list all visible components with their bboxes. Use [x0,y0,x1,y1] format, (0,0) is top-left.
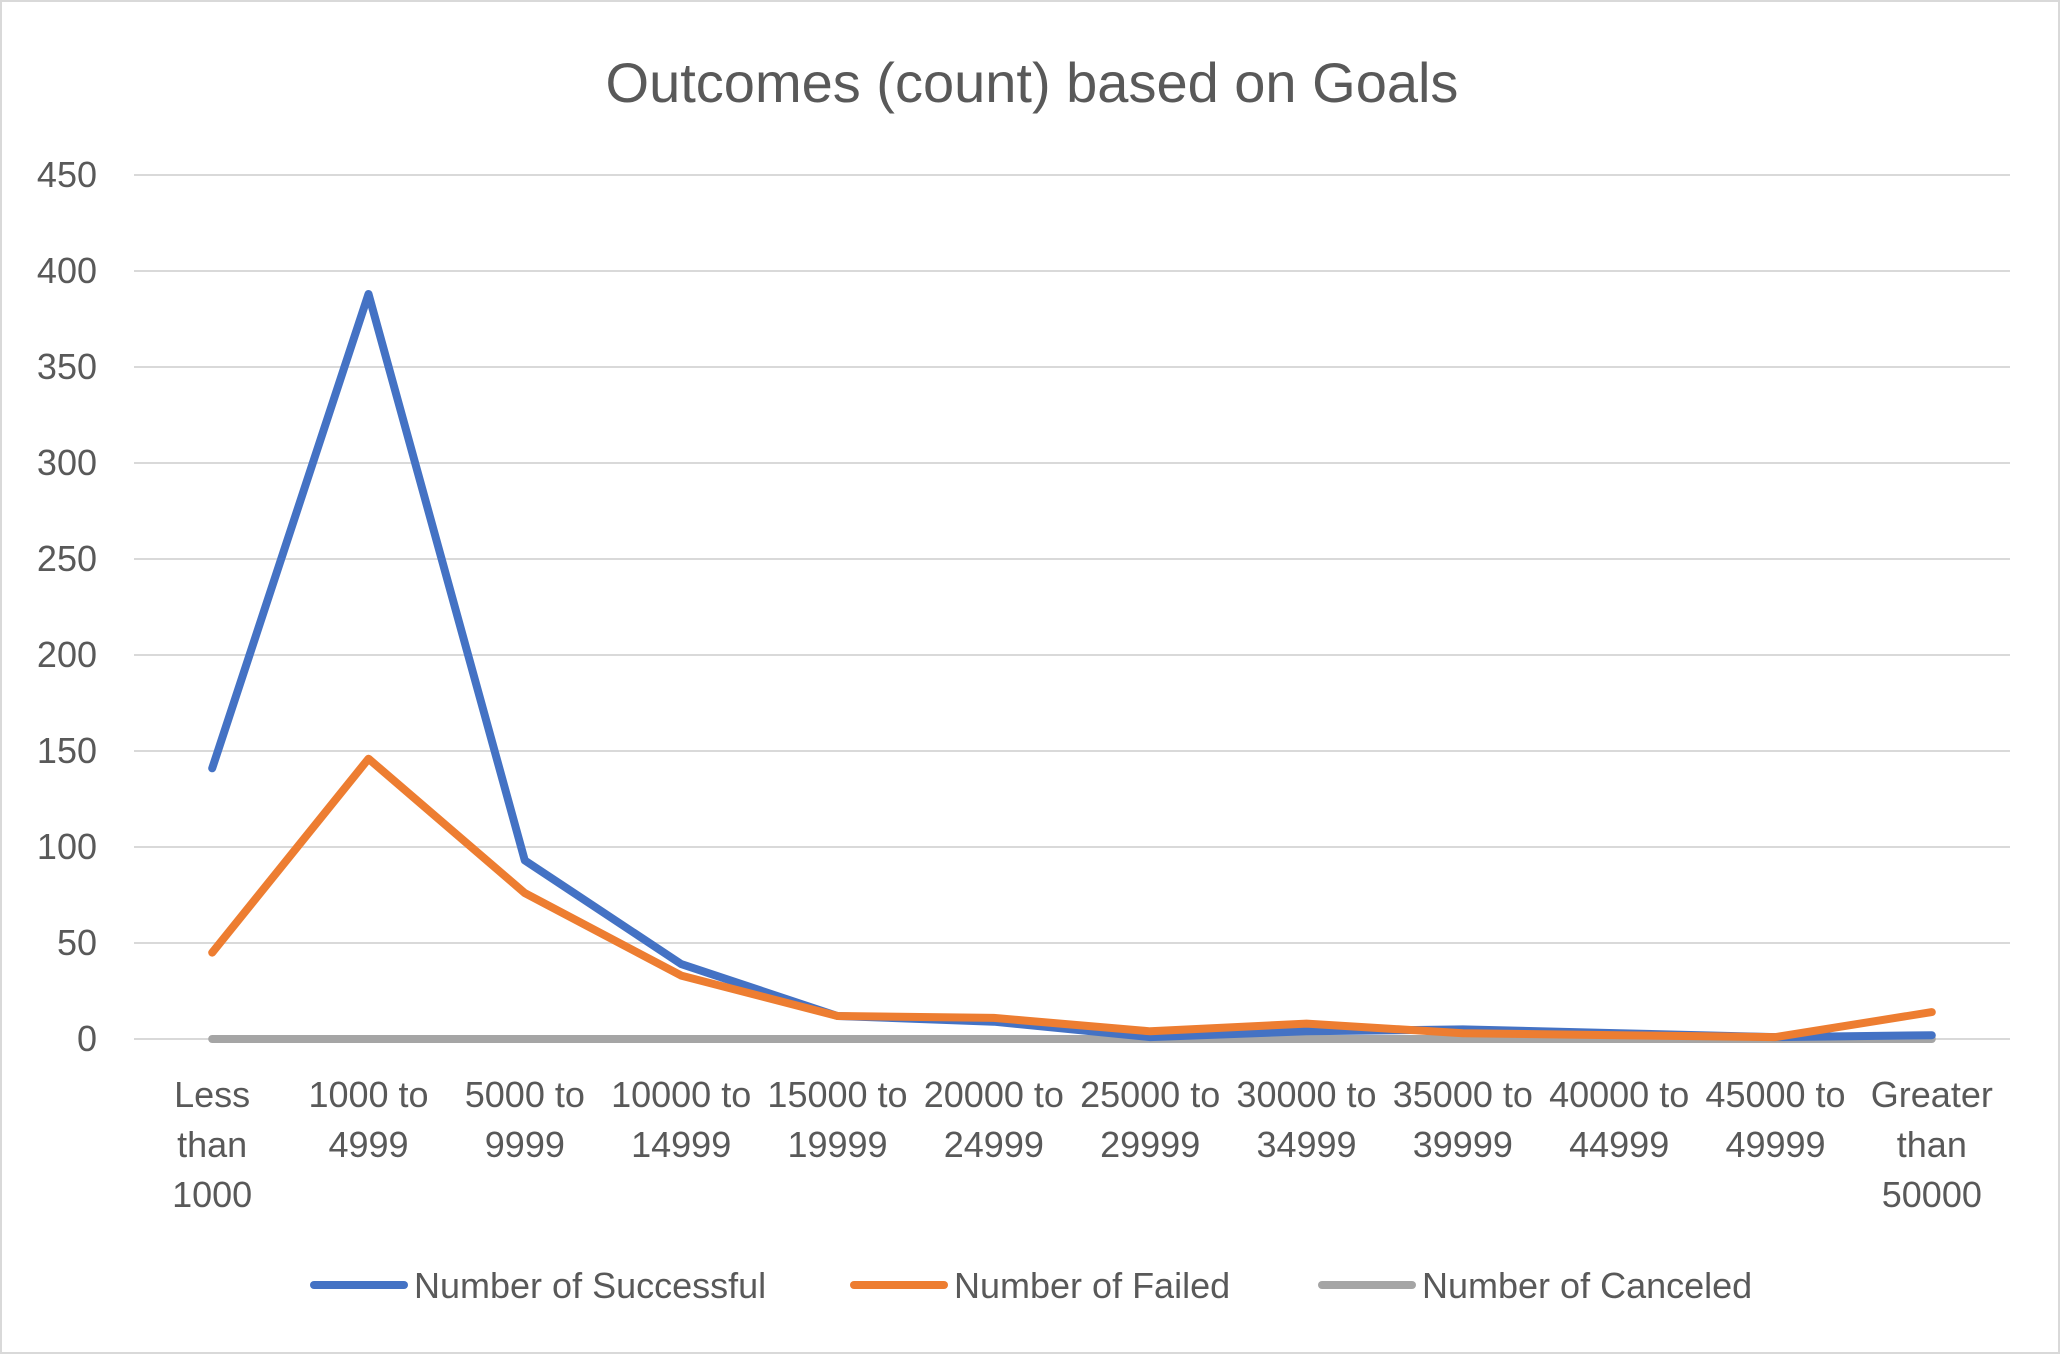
legend-label: Number of Failed [954,1265,1230,1306]
x-tick-label-line: 29999 [1100,1124,1200,1165]
x-tick-label: 40000 to 44999 [1549,1074,1689,1165]
x-tick-label: 15000 to 19999 [767,1074,907,1165]
x-tick-label-line: 45000 to [1705,1074,1845,1115]
x-tick-label-line: 1000 to [308,1074,428,1115]
x-tick-label-line: 5000 to [465,1074,585,1115]
x-tick-label: Less than 1000 [172,1074,252,1215]
series-lines [208,290,1936,1043]
y-tick-label: 0 [77,1018,97,1059]
x-tick-label-line: 4999 [328,1124,408,1165]
x-tick-label: 20000 to 24999 [924,1074,1064,1165]
x-tick-label-line: Less [174,1074,250,1115]
x-tick-label-line: than [177,1124,247,1165]
x-tick-label-line: 20000 to [924,1074,1064,1115]
x-tick-label-line: 39999 [1413,1124,1513,1165]
x-tick-label: Greater than 50000 [1871,1074,1993,1215]
x-tick-label-line: 34999 [1256,1124,1356,1165]
y-tick-label: 100 [37,826,97,867]
x-tick-label-line: 10000 to [611,1074,751,1115]
series-line-0 [208,290,1936,1042]
x-tick-label-line: 40000 to [1549,1074,1689,1115]
y-tick-label: 300 [37,442,97,483]
y-tick-label: 50 [57,922,97,963]
legend: Number of Successful Number of Failed Numb… [310,1265,1752,1306]
x-tick-label-line: 19999 [787,1124,887,1165]
x-tick-label: 35000 to 39999 [1393,1074,1533,1165]
x-tick-label-line: 30000 to [1236,1074,1376,1115]
gridlines [134,174,2010,1040]
series-line-1 [208,754,1936,1042]
y-tick-label: 150 [37,730,97,771]
x-tick-label: 25000 to 29999 [1080,1074,1220,1165]
y-tick-label: 450 [37,154,97,195]
x-tick-label: 1000 to 4999 [308,1074,428,1165]
legend-label: Number of Canceled [1422,1265,1752,1306]
x-tick-label-line: Greater [1871,1074,1993,1115]
x-tick-label: 10000 to 14999 [611,1074,751,1165]
x-tick-label-line: 50000 [1882,1174,1982,1215]
x-tick-label-line: 15000 to [767,1074,907,1115]
x-axis-ticks: Less than 1000 1000 to 4999 5000 to 9999 10000 … [172,1074,1993,1215]
x-tick-label: 30000 to 34999 [1236,1074,1376,1165]
y-tick-label: 400 [37,250,97,291]
y-axis-ticks: 0 50 100 150 200 250 300 350 400 450 [37,154,97,1059]
x-tick-label-line: 25000 to [1080,1074,1220,1115]
x-tick-label-line: 1000 [172,1174,252,1215]
legend-label: Number of Successful [414,1265,766,1306]
x-tick-label: 5000 to 9999 [465,1074,585,1165]
x-tick-label-line: 14999 [631,1124,731,1165]
x-tick-label-line: 35000 to [1393,1074,1533,1115]
y-tick-label: 200 [37,634,97,675]
y-tick-label: 350 [37,346,97,387]
y-tick-label: 250 [37,538,97,579]
x-tick-label: 45000 to 49999 [1705,1074,1845,1165]
x-tick-label-line: 24999 [944,1124,1044,1165]
x-tick-label-line: than [1897,1124,1967,1165]
chart-title: Outcomes (count) based on Goals [606,51,1459,114]
x-tick-label-line: 44999 [1569,1124,1669,1165]
x-tick-label-line: 49999 [1725,1124,1825,1165]
x-tick-label-line: 9999 [485,1124,565,1165]
